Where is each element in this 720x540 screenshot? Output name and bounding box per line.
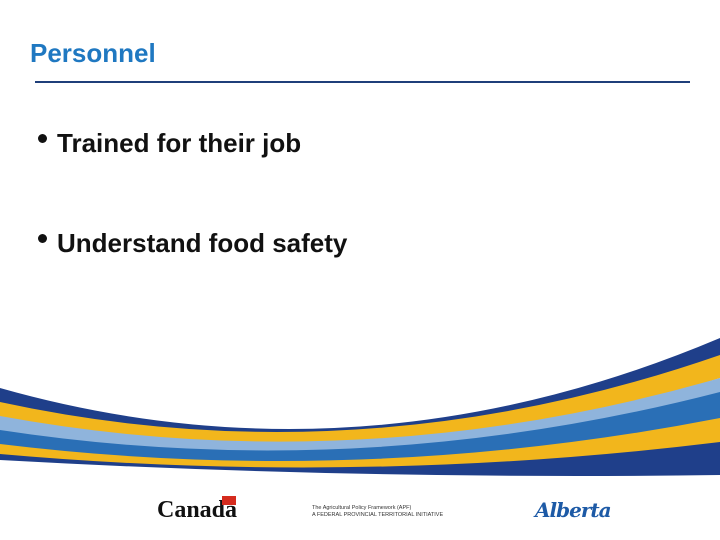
swoosh-graphic: [0, 338, 720, 490]
bullet-text: Understand food safety: [57, 228, 348, 258]
swoosh-mask: [0, 460, 720, 490]
swoosh-band: [0, 338, 720, 443]
title-rule: [35, 81, 690, 83]
apf-text: The Agricultural Policy Framework (APF) A…: [312, 505, 443, 519]
swoosh-band: [0, 378, 720, 458]
bullet-item: Understand food safety: [38, 228, 347, 259]
bullet-dot: [38, 234, 47, 243]
swoosh-band: [0, 418, 720, 472]
apf-line: The Agricultural Policy Framework (APF): [312, 505, 412, 511]
apf-line: A FEDERAL PROVINCIAL TERRITORIAL INITIAT…: [312, 512, 444, 518]
bullet-text: Trained for their job: [57, 128, 302, 158]
bullet-item: Trained for their job: [38, 128, 301, 159]
swoosh-band: [0, 442, 720, 480]
canada-flag: [222, 496, 236, 505]
bullet-dot: [38, 134, 47, 143]
slide-title: Personnel: [30, 38, 156, 68]
alberta-logo: Alberta: [535, 498, 612, 522]
swoosh-band: [0, 355, 720, 448]
